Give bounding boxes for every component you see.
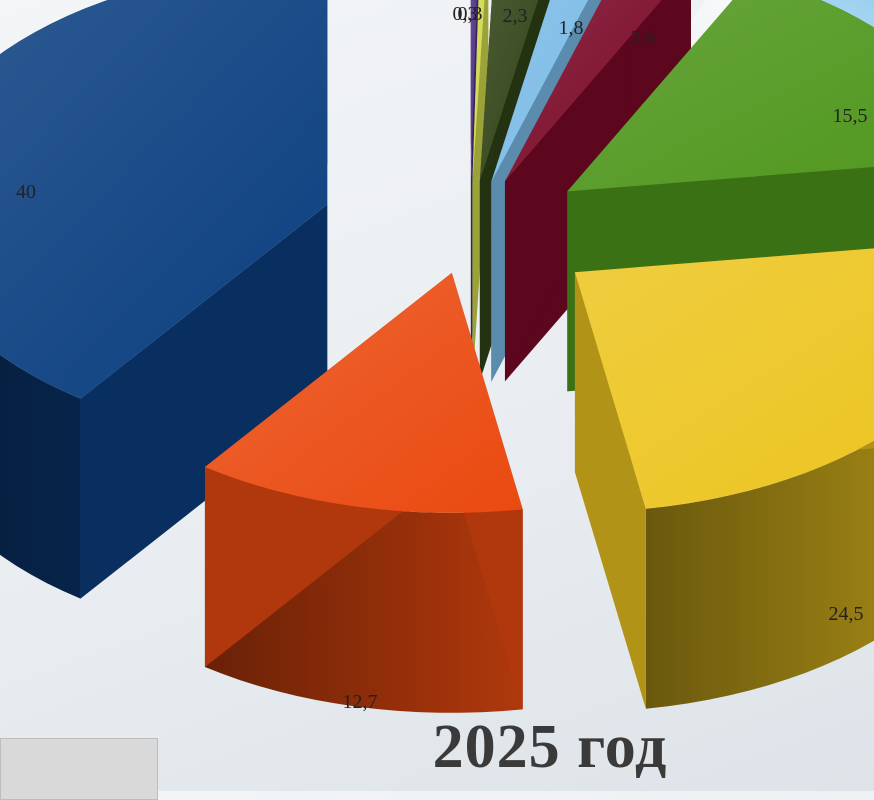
pie-slice-top: [567, 0, 874, 192]
pie-slice-top: [470, 0, 477, 184]
data-label: 0,3: [458, 3, 483, 25]
pie-slice-top: [504, 0, 662, 182]
pie-slice-1: [204, 272, 523, 713]
chart-title: 2025 год: [432, 713, 668, 781]
pie-slice-2: [574, 248, 874, 709]
pie-labels: 40 12,7 24,5 15,5 2,6 1,8 2,3 0,30,3: [16, 3, 868, 713]
pie-slice-face: [80, 204, 328, 599]
pie-slice-0: [0, 0, 328, 599]
data-label: 2,3: [503, 5, 528, 27]
data-label: 0,3: [453, 3, 478, 25]
pie-slice-top: [204, 272, 523, 513]
pie-slice-top: [472, 0, 485, 184]
pie-slice-face: [472, 0, 481, 384]
pie-slice-top: [479, 0, 539, 181]
pie-slice-side: [645, 440, 874, 709]
data-label: 2,6: [631, 27, 656, 49]
data-label: 24,5: [829, 603, 864, 625]
data-label: 40: [16, 181, 36, 203]
data-label: 15,5: [833, 105, 868, 127]
pie-slice-top: [0, 0, 328, 399]
pie-slice-face: [504, 0, 628, 382]
data-label: 1,8: [559, 17, 584, 39]
pie-slice-top: [491, 0, 589, 182]
pie-slice-top: [574, 248, 874, 509]
pie-slices: [0, 0, 874, 713]
data-label: 12,7: [343, 691, 378, 713]
